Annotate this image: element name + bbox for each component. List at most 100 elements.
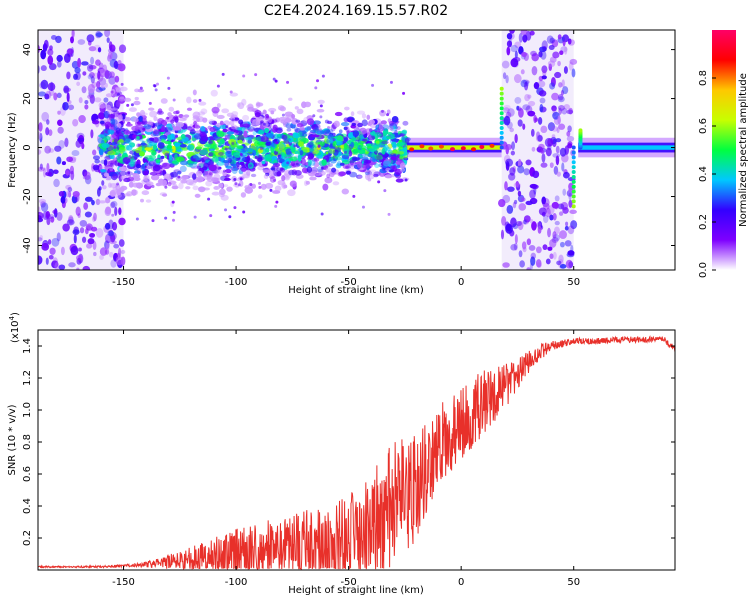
spectral-blob bbox=[269, 188, 273, 192]
spectral-blob bbox=[386, 113, 390, 117]
spectral-blob bbox=[260, 183, 267, 190]
spectral-blob bbox=[242, 210, 246, 214]
spectral-blob bbox=[507, 32, 515, 40]
spectral-blob bbox=[341, 188, 350, 195]
spectrogram-y-tick-label: -40 bbox=[22, 237, 33, 253]
spectral-blob bbox=[322, 183, 329, 191]
spectral-blob bbox=[98, 77, 107, 86]
spectral-blob bbox=[265, 115, 269, 119]
spectral-blob bbox=[514, 133, 518, 144]
spectral-blob bbox=[72, 118, 79, 127]
spectral-blob bbox=[548, 44, 555, 50]
spectral-blob bbox=[388, 120, 394, 126]
spectrogram-x-tick-label: 0 bbox=[458, 277, 464, 288]
spectral-blob bbox=[105, 206, 112, 215]
spectral-blob bbox=[94, 159, 100, 164]
spectral-blob bbox=[302, 147, 311, 153]
spectral-blob bbox=[565, 259, 573, 269]
spectral-blob bbox=[180, 134, 186, 139]
spectral-blob bbox=[371, 155, 377, 163]
spectral-blob bbox=[259, 141, 267, 148]
spectral-blob bbox=[192, 99, 198, 103]
spectral-blob bbox=[274, 185, 282, 192]
spectral-blob bbox=[40, 201, 46, 208]
spectral-blob bbox=[506, 204, 514, 214]
spectral-blob bbox=[293, 126, 299, 133]
spectral-blob bbox=[526, 267, 531, 270]
spectral-blob bbox=[87, 83, 95, 94]
spectral-blob bbox=[257, 194, 263, 199]
spectral-blob bbox=[97, 70, 101, 80]
spectral-blob bbox=[558, 211, 564, 216]
spectral-blob bbox=[269, 140, 277, 148]
spectral-blob bbox=[46, 162, 50, 173]
spectral-blob bbox=[256, 136, 261, 143]
spectral-blob bbox=[337, 171, 345, 177]
spectral-blob bbox=[404, 178, 408, 182]
spectral-blob bbox=[300, 158, 306, 165]
edge-spike bbox=[571, 145, 576, 150]
spectral-blob bbox=[160, 155, 165, 160]
spectral-blob bbox=[117, 63, 126, 72]
spectral-blob bbox=[45, 210, 51, 219]
spectral-blob bbox=[317, 168, 324, 174]
spectral-blob bbox=[109, 166, 114, 172]
spectral-blob bbox=[66, 71, 71, 80]
spectral-blob bbox=[65, 170, 70, 176]
spectral-blob bbox=[57, 60, 62, 68]
spectral-blob bbox=[510, 44, 519, 53]
spectral-blob bbox=[374, 154, 383, 160]
spectral-blob bbox=[392, 144, 397, 149]
carrier-peak bbox=[409, 147, 415, 152]
spectral-blob bbox=[125, 123, 133, 127]
spectral-blob bbox=[157, 142, 165, 149]
spectral-blob bbox=[509, 127, 514, 133]
spectral-blob bbox=[401, 129, 408, 135]
spectral-blob bbox=[569, 209, 577, 214]
spectral-blob bbox=[240, 167, 247, 172]
spectral-blob bbox=[244, 186, 254, 194]
spectral-blob bbox=[64, 137, 69, 148]
spectral-blob bbox=[217, 150, 227, 158]
spectral-blob bbox=[114, 149, 121, 155]
spectral-blob bbox=[310, 152, 316, 156]
spectral-blob bbox=[314, 125, 319, 131]
spectral-blob bbox=[181, 175, 189, 181]
spectral-blob bbox=[192, 158, 196, 162]
spectral-blob bbox=[186, 96, 192, 104]
edge-spike bbox=[578, 128, 583, 133]
spectral-blob bbox=[224, 208, 228, 212]
spectral-blob bbox=[276, 126, 283, 131]
spectral-blob bbox=[313, 150, 322, 157]
spectral-blob bbox=[168, 154, 173, 160]
spectral-blob bbox=[305, 180, 310, 185]
spectral-blob bbox=[148, 101, 152, 105]
snr-y-tick-label: 1.2 bbox=[22, 370, 33, 386]
spectral-blob bbox=[171, 185, 179, 190]
spectral-blob bbox=[221, 108, 230, 114]
spectral-blob bbox=[167, 112, 172, 117]
spectral-blob bbox=[246, 152, 255, 156]
spectral-blob bbox=[61, 161, 66, 166]
spectral-blob bbox=[272, 162, 281, 168]
spectral-blob bbox=[56, 232, 61, 242]
spectral-blob bbox=[361, 119, 368, 127]
spectral-blob bbox=[128, 155, 132, 159]
spectral-blob bbox=[229, 120, 235, 126]
spectral-blob bbox=[263, 174, 269, 179]
spectral-blob bbox=[196, 170, 203, 177]
spectral-blob bbox=[517, 119, 523, 127]
spectral-blob bbox=[107, 129, 115, 134]
spectral-blob bbox=[116, 155, 121, 161]
spectral-blob bbox=[521, 241, 527, 250]
spectral-blob bbox=[276, 157, 283, 163]
spectral-blob bbox=[541, 153, 546, 163]
spectrogram-frame bbox=[37, 29, 676, 271]
spectral-blob bbox=[237, 102, 245, 110]
spectral-blob bbox=[519, 260, 525, 268]
spectral-blob bbox=[552, 251, 557, 260]
spectral-blob bbox=[234, 182, 238, 186]
spectral-blob bbox=[246, 169, 251, 176]
spectral-blob bbox=[320, 166, 324, 170]
spectral-blob bbox=[501, 216, 507, 226]
